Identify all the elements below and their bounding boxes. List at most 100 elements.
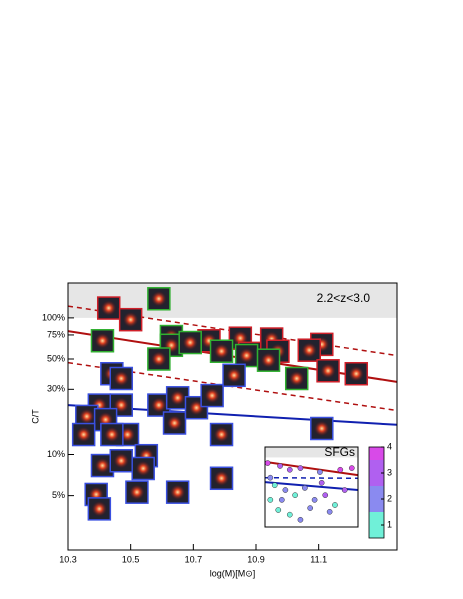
galaxy-thumbnail <box>165 386 190 410</box>
fit-line <box>265 476 358 480</box>
galaxy-thumbnail <box>310 416 334 441</box>
colorbar-segment <box>369 512 384 538</box>
galaxy-thumbnail <box>234 343 259 368</box>
galaxy-core <box>288 370 305 387</box>
colorbar-segment <box>369 447 384 460</box>
galaxy-thumbnail <box>75 404 99 429</box>
galaxy-core <box>213 470 230 487</box>
y-tick-label: 10% <box>47 449 65 459</box>
galaxy-core <box>75 426 92 443</box>
galaxy-thumbnail <box>178 330 202 355</box>
galaxy-thumbnail <box>109 449 134 473</box>
galaxy-thumbnail <box>209 466 234 491</box>
galaxy-thumbnail <box>222 363 246 388</box>
galaxy-core <box>320 362 337 379</box>
galaxy-thumbnail <box>87 497 112 521</box>
colorbar-tick-label: 3 <box>387 467 392 477</box>
galaxy-thumbnail <box>118 307 143 332</box>
galaxy-core <box>238 347 255 364</box>
galaxy-core <box>103 426 120 443</box>
galaxy-core <box>166 415 183 432</box>
galaxy-core <box>122 311 139 328</box>
colorbar-tick-label: 2 <box>387 493 392 503</box>
galaxy-thumbnail <box>165 480 190 504</box>
galaxy-core <box>182 334 199 351</box>
galaxy-core <box>113 370 130 387</box>
galaxy-core <box>169 389 186 406</box>
galaxy-thumbnail <box>131 456 155 481</box>
x-tick-label: 10.7 <box>185 554 203 564</box>
inset-frame <box>264 446 359 528</box>
galaxy-thumbnail <box>162 411 187 435</box>
galaxy-thumbnail <box>284 366 309 391</box>
galaxy-thumbnail <box>297 338 322 362</box>
y-tick-label: 100% <box>42 312 65 322</box>
galaxy-thumbnail <box>96 296 121 320</box>
galaxy-core <box>204 387 221 404</box>
galaxy-core <box>150 351 167 368</box>
inset-point <box>297 465 304 471</box>
galaxy-core <box>213 343 230 360</box>
galaxy-core <box>313 420 330 437</box>
inset-point <box>267 497 274 503</box>
inset-point <box>337 466 344 473</box>
galaxy-core <box>135 460 152 477</box>
galaxy-thumbnail <box>147 287 171 311</box>
x-tick-label: 10.9 <box>247 554 265 564</box>
inset-point <box>286 511 293 518</box>
colorbar-tick-label: 1 <box>387 519 392 529</box>
galaxy-thumbnail <box>344 361 369 386</box>
inset-point <box>271 482 278 489</box>
galaxy-thumbnail <box>90 329 115 353</box>
inset-point <box>311 497 318 503</box>
inset-point <box>326 508 333 515</box>
plot-frame <box>67 282 398 551</box>
x-tick-label: 10.3 <box>59 554 77 564</box>
galaxy-core <box>94 332 111 349</box>
x-tick-label: 11.1 <box>310 554 327 564</box>
y-tick-label: 30% <box>47 384 65 394</box>
y-axis-label: C/T <box>30 409 40 424</box>
galaxy-core <box>169 484 186 501</box>
inset-point <box>267 474 274 481</box>
galaxy-core <box>78 408 95 425</box>
inset-point <box>297 516 304 523</box>
galaxy-thumbnail <box>316 359 340 383</box>
galaxy-core <box>91 500 108 517</box>
galaxy-core <box>128 484 145 501</box>
inset-point <box>317 469 323 475</box>
galaxy-core <box>100 300 117 317</box>
y-tick-label: 50% <box>47 353 65 363</box>
galaxy-thumbnail <box>256 348 281 372</box>
colorbar-tick-label: 4 <box>387 441 392 451</box>
galaxy-core <box>150 290 167 307</box>
inset-point <box>332 502 338 508</box>
galaxy-thumbnail <box>71 422 96 447</box>
inset-point <box>348 465 355 471</box>
galaxy-thumbnail <box>209 422 234 447</box>
x-axis-label: log(M)[M⊙] <box>210 568 256 578</box>
inset-point <box>264 460 271 466</box>
colorbar-frame <box>368 446 385 539</box>
shaded-band <box>265 447 358 458</box>
galaxy-thumbnail <box>109 366 134 391</box>
galaxy-core <box>213 426 230 443</box>
y-tick-label: 5% <box>52 490 65 500</box>
galaxy-core <box>94 457 111 474</box>
galaxy-core <box>301 342 318 359</box>
galaxy-thumbnail <box>100 422 124 447</box>
inset-point <box>275 507 282 513</box>
inset-point <box>341 487 348 493</box>
colorbar-segment <box>369 486 384 512</box>
galaxy-thumbnail <box>209 339 234 363</box>
galaxy-core <box>226 367 243 384</box>
galaxy-thumbnail <box>90 453 115 478</box>
galaxy-core <box>113 452 130 469</box>
inset-point <box>302 485 308 491</box>
y-tick-label: 75% <box>47 329 65 339</box>
galaxy-thumbnail <box>147 393 171 417</box>
colorbar-segment <box>369 460 384 486</box>
inset-point <box>282 487 289 493</box>
galaxy-thumbnail <box>125 480 149 504</box>
